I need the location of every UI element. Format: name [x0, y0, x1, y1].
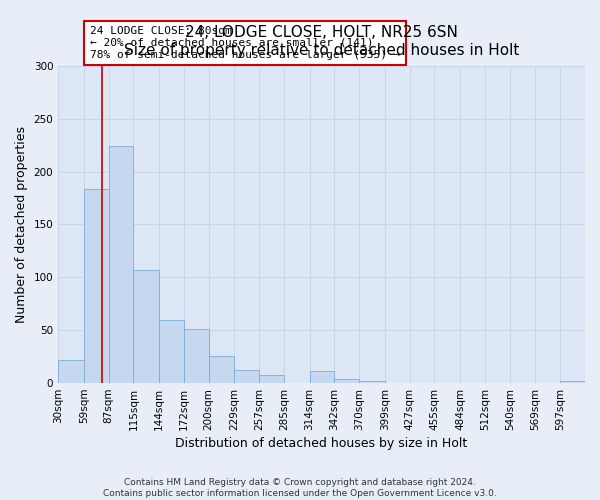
Bar: [159, 320, 184, 383]
Bar: [84, 188, 109, 383]
X-axis label: Distribution of detached houses by size in Holt: Distribution of detached houses by size …: [175, 437, 468, 450]
Bar: [209, 356, 235, 383]
Bar: [58, 360, 84, 383]
Bar: [184, 329, 209, 383]
Text: Contains HM Land Registry data © Crown copyright and database right 2024.
Contai: Contains HM Land Registry data © Crown c…: [103, 478, 497, 498]
Bar: [560, 381, 585, 383]
Bar: [310, 372, 334, 383]
Bar: [334, 379, 359, 383]
Y-axis label: Number of detached properties: Number of detached properties: [15, 126, 28, 323]
Title: 24, LODGE CLOSE, HOLT, NR25 6SN
Size of property relative to detached houses in : 24, LODGE CLOSE, HOLT, NR25 6SN Size of …: [124, 26, 519, 58]
Bar: [359, 381, 385, 383]
Bar: [109, 146, 133, 383]
Bar: [133, 270, 159, 383]
Bar: [259, 374, 284, 383]
Text: 24 LODGE CLOSE: 80sqm
← 20% of detached houses are smaller (141)
78% of semi-det: 24 LODGE CLOSE: 80sqm ← 20% of detached …: [90, 26, 400, 60]
Bar: [235, 370, 259, 383]
